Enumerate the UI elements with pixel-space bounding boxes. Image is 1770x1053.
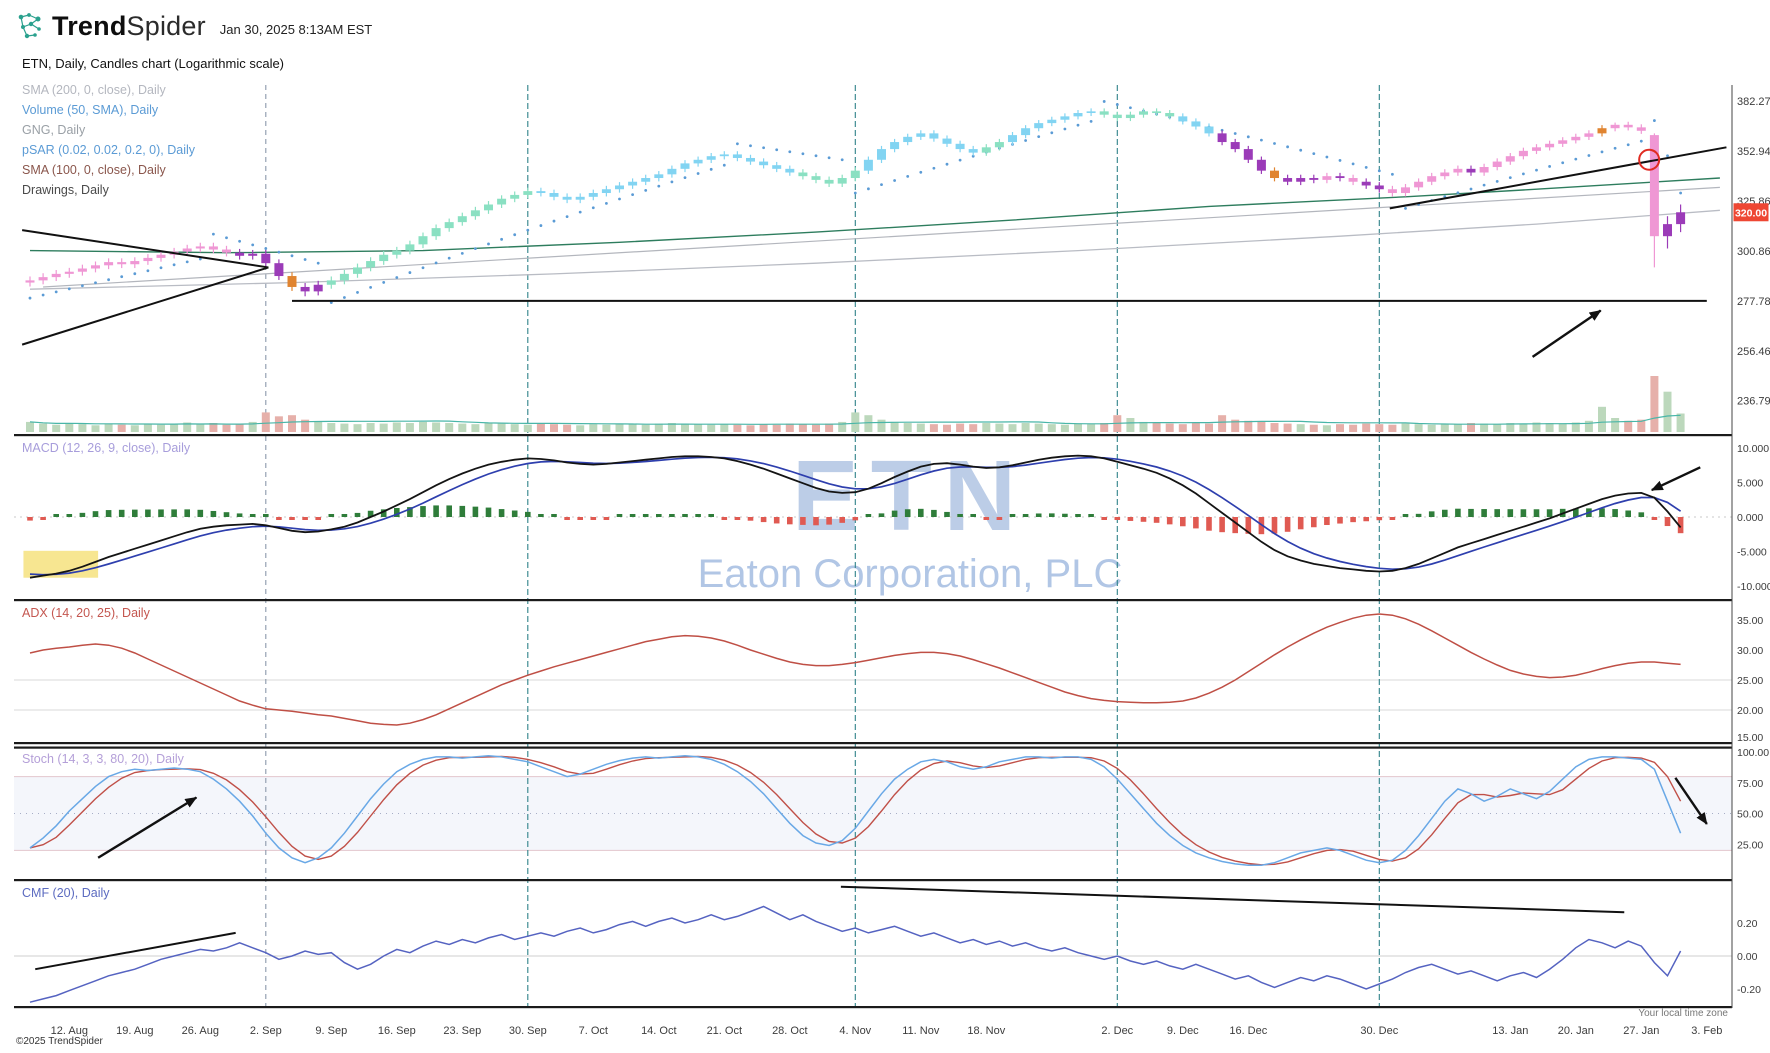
adx-line xyxy=(29,613,1681,726)
axis-label: 19. Aug xyxy=(116,1025,153,1037)
psar-dots xyxy=(28,100,1682,304)
stoch-arrow xyxy=(97,796,198,859)
gng-line xyxy=(29,177,1720,254)
drawing-annotations xyxy=(21,146,1727,358)
legend-item-4[interactable]: SMA (100, 0, close), Daily xyxy=(22,163,166,177)
axis-labels: 382.27352.94325.86300.86277.78256.46236.… xyxy=(51,96,1770,1037)
legend-item-1[interactable]: Volume (50, SMA), Daily xyxy=(22,103,159,117)
axis-label: 16. Dec xyxy=(1229,1025,1267,1037)
cmf-trendline xyxy=(840,885,1625,914)
axis-label: 75.00 xyxy=(1737,778,1763,790)
candlestick-series[interactable] xyxy=(25,108,1686,297)
axis-label: 30. Dec xyxy=(1360,1025,1398,1037)
macd-panel-label[interactable]: MACD (12, 26, 9, close), Daily xyxy=(22,441,191,455)
copyright: ©2025 TrendSpider xyxy=(16,1036,103,1047)
axis-label: 14. Oct xyxy=(641,1025,676,1037)
axis-label: 15.00 xyxy=(1737,732,1763,744)
adx-panel-label[interactable]: ADX (14, 20, 25), Daily xyxy=(22,606,150,620)
axis-label: 18. Nov xyxy=(967,1025,1005,1037)
stoch-panel-label[interactable]: Stoch (14, 3, 3, 80, 20), Daily xyxy=(22,752,184,766)
cmf-panel-series xyxy=(29,885,1682,1003)
sma200-line xyxy=(29,209,1720,290)
last-price-tag: 320.00 xyxy=(1733,203,1769,222)
axis-label: 256.46 xyxy=(1737,346,1770,358)
stoch-k-line xyxy=(29,754,1682,866)
gray-trendline xyxy=(43,186,1720,288)
axis-label: 100.00 xyxy=(1737,747,1769,759)
legend-item-2[interactable]: GNG, Daily xyxy=(22,123,86,137)
panel-separators xyxy=(14,85,1733,1009)
cmf-trendline xyxy=(35,931,236,971)
axis-label: 30. Sep xyxy=(509,1025,547,1037)
red-circle-annotation xyxy=(1638,148,1661,171)
panel-backgrounds xyxy=(14,516,1732,957)
price-arrow xyxy=(1531,309,1602,358)
brand-bold: Trend xyxy=(52,10,127,41)
axis-label: 27. Jan xyxy=(1623,1025,1659,1037)
axis-label: 25.00 xyxy=(1737,839,1763,851)
month-separator-lines xyxy=(265,85,1380,1006)
axis-label: 0.00 xyxy=(1737,951,1758,963)
macd-arrow xyxy=(1650,466,1701,492)
axis-label: 13. Jan xyxy=(1492,1025,1528,1037)
axis-label: 2. Dec xyxy=(1101,1025,1133,1037)
axis-label: 300.86 xyxy=(1737,246,1770,258)
axis-label: 30.00 xyxy=(1737,645,1763,657)
axis-label: 9. Dec xyxy=(1167,1025,1199,1037)
svg-text:320.00: 320.00 xyxy=(1735,207,1767,219)
axis-label: 21. Oct xyxy=(707,1025,742,1037)
axis-label: 4. Nov xyxy=(839,1025,871,1037)
axis-label: 2. Sep xyxy=(250,1025,282,1037)
legend-item-0[interactable]: SMA (200, 0, close), Daily xyxy=(22,83,166,97)
axis-label: 9. Sep xyxy=(315,1025,347,1037)
axis-label: 12. Aug xyxy=(51,1025,88,1037)
axis-label: 0.000 xyxy=(1737,512,1763,524)
macd-panel-series xyxy=(27,454,1701,579)
axis-label: 10.000 xyxy=(1737,443,1769,455)
volume-ma-line xyxy=(29,414,1681,425)
legend-item-3[interactable]: pSAR (0.02, 0.02, 0.2, 0), Daily xyxy=(22,143,196,157)
adx-panel-series xyxy=(29,613,1681,726)
brand-logo-text: TrendSpider xyxy=(52,11,206,42)
axis-label: -5.000 xyxy=(1737,547,1767,559)
stoch-panel-series xyxy=(29,754,1708,866)
macd-line xyxy=(29,454,1682,579)
axis-label: 23. Sep xyxy=(443,1025,481,1037)
axis-label: 28. Oct xyxy=(772,1025,807,1037)
axis-label: 7. Oct xyxy=(579,1025,608,1037)
axis-label: 25.00 xyxy=(1737,675,1763,687)
stoch-arrow xyxy=(1674,777,1708,825)
cmf-line xyxy=(29,905,1682,1003)
brand-light: Spider xyxy=(126,10,206,41)
header: TrendSpider Jan 30, 2025 8:13AM EST xyxy=(14,10,372,42)
axis-label: 382.27 xyxy=(1737,96,1770,108)
axis-label: -10.000 xyxy=(1737,581,1770,593)
axis-label: 16. Sep xyxy=(378,1025,416,1037)
indicator-legend: SMA (200, 0, close), Daily Volume (50, SM… xyxy=(22,80,195,200)
axis-label: 50.00 xyxy=(1737,809,1763,821)
axis-label: 35.00 xyxy=(1737,615,1763,627)
trendspider-logo-icon xyxy=(18,13,41,39)
volume-bars xyxy=(26,376,1685,432)
axis-label: 3. Feb xyxy=(1691,1025,1722,1037)
axis-label: 5.000 xyxy=(1737,478,1763,490)
axis-label: 277.78 xyxy=(1737,296,1770,308)
axis-label: 20.00 xyxy=(1737,705,1763,717)
axis-label: 0.20 xyxy=(1737,918,1758,930)
stoch-d-line xyxy=(29,755,1682,866)
legend-item-5[interactable]: Drawings, Daily xyxy=(22,183,109,197)
axis-label: -0.20 xyxy=(1737,984,1761,996)
axis-label: 26. Aug xyxy=(182,1025,219,1037)
axis-label: 352.94 xyxy=(1737,146,1770,158)
chart-title: ETN, Daily, Candles chart (Logarithmic s… xyxy=(22,56,285,71)
axis-label: 20. Jan xyxy=(1558,1025,1594,1037)
axis-label: 236.79 xyxy=(1737,396,1770,408)
axis-label: 11. Nov xyxy=(902,1025,940,1037)
cmf-panel-label[interactable]: CMF (20), Daily xyxy=(22,886,110,900)
timezone-note: Your local time zone xyxy=(1638,1008,1728,1019)
chart-timestamp: Jan 30, 2025 8:13AM EST xyxy=(219,22,373,37)
